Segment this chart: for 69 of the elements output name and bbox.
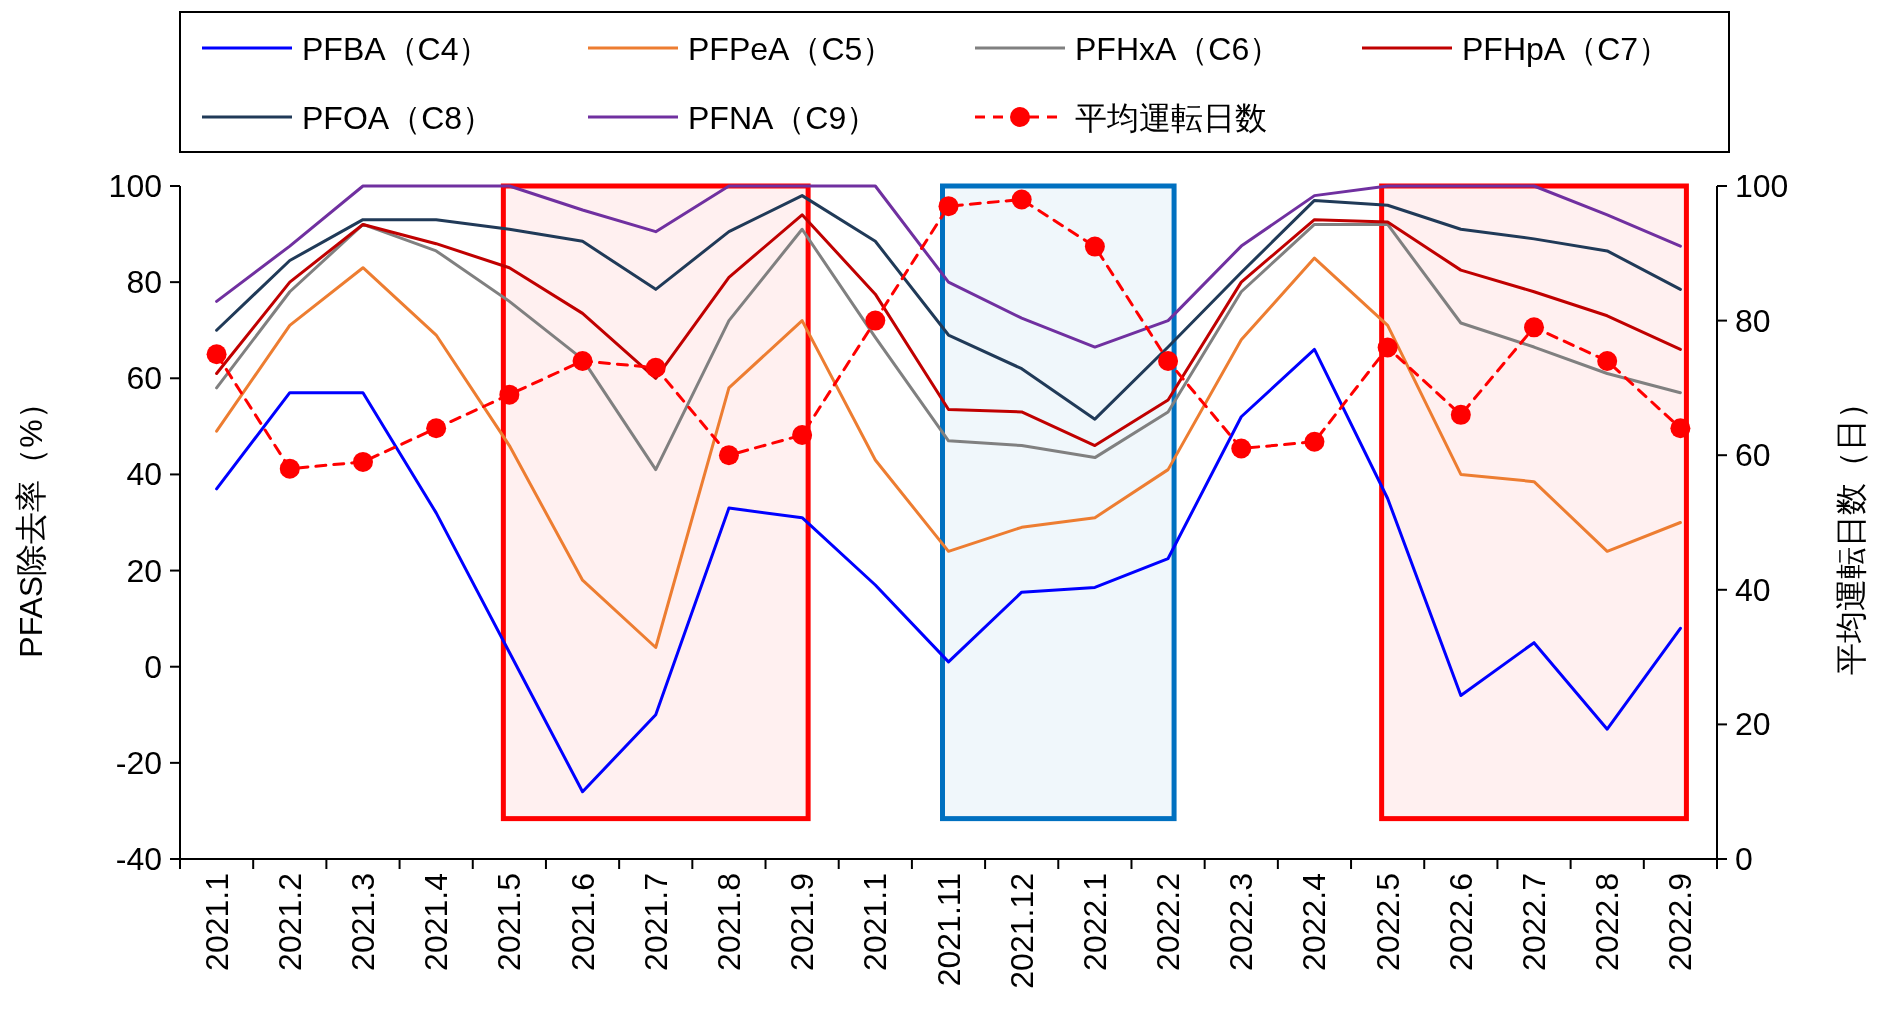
point: [1597, 350, 1618, 371]
x-tick-label: 2022.9: [1662, 873, 1699, 971]
x-tick-label: 2021.12: [1003, 873, 1040, 989]
x-tick-label: 2021.8: [710, 873, 747, 971]
y-tick-label: -40: [115, 841, 162, 877]
line-series: [215, 194, 1682, 421]
y2-tick-label: 60: [1735, 437, 1771, 474]
x-tick-label: 2021.1: [857, 873, 894, 971]
x-tick-label: 2022.5: [1369, 873, 1406, 971]
point: [1304, 431, 1325, 452]
y-tick-label: 40: [126, 456, 162, 493]
y2-tick-label: 0: [1735, 841, 1753, 877]
x-tick-label: 2022.6: [1442, 873, 1479, 971]
legend-label: PFPeA（C5）: [688, 31, 895, 67]
y-tick-label: -20: [115, 744, 162, 781]
y-tick-label: 20: [126, 552, 162, 589]
x-tick-label: 2021.4: [418, 873, 455, 971]
legend-label: PFNA（C9）: [688, 100, 879, 136]
y-axis-title: PFAS除去率（%）: [13, 387, 49, 658]
point: [1670, 418, 1691, 439]
point: [352, 451, 373, 472]
x-tick-label: 2021.11: [930, 873, 967, 987]
x-tick-label: 2021.1: [198, 873, 235, 971]
x-tick-label: 2022.4: [1296, 873, 1333, 971]
point: [865, 310, 886, 331]
line-series: [215, 184, 1682, 349]
line-series: [215, 347, 1682, 794]
y-tick-label: 60: [126, 360, 162, 397]
legend-label: PFHxA（C6）: [1075, 31, 1282, 67]
legend-label: PFHpA（C7）: [1462, 31, 1671, 67]
point: [206, 344, 227, 365]
line-series: [215, 256, 1682, 649]
y-tick-label: 80: [126, 264, 162, 301]
point: [645, 357, 666, 378]
y2-tick-label: 80: [1735, 302, 1771, 339]
y-tick-label: 0: [144, 648, 162, 685]
point: [1524, 317, 1545, 338]
x-tick-label: 2021.2: [271, 873, 308, 971]
y2-tick-label: 20: [1735, 706, 1771, 743]
x-tick-label: 2022.8: [1589, 873, 1626, 971]
x-tick-label: 2022.2: [1150, 873, 1187, 971]
legend-label: PFBA（C4）: [302, 31, 491, 67]
x-tick-label: 2022.7: [1516, 873, 1553, 971]
point: [1084, 236, 1105, 257]
point: [1231, 438, 1252, 459]
point: [1377, 337, 1398, 358]
point: [279, 458, 300, 479]
point: [718, 445, 739, 466]
point: [938, 196, 959, 217]
x-tick-label: 2022.3: [1223, 873, 1260, 971]
y2-tick-label: 40: [1735, 571, 1771, 608]
point: [572, 350, 593, 371]
x-tick-label: 2021.6: [564, 873, 601, 971]
point: [1011, 189, 1032, 210]
y2-tick-label: 100: [1735, 168, 1789, 204]
x-tick-label: 2021.9: [784, 873, 821, 971]
x-tick-label: 2021.5: [491, 873, 528, 971]
x-tick-label: 2022.1: [1076, 873, 1113, 971]
y-tick-label: 100: [108, 168, 162, 204]
x-tick-label: 2021.7: [637, 873, 674, 971]
legend-label: 平均運転日数: [1075, 100, 1267, 136]
y2-axis-title: 平均運転日数（日）: [1833, 386, 1869, 675]
point: [792, 425, 813, 446]
x-tick-label: 2021.3: [344, 873, 381, 971]
legend-label: PFOA（C8）: [302, 100, 495, 136]
point: [1450, 404, 1471, 425]
point: [499, 384, 520, 405]
point: [426, 418, 447, 439]
point: [1158, 350, 1179, 371]
